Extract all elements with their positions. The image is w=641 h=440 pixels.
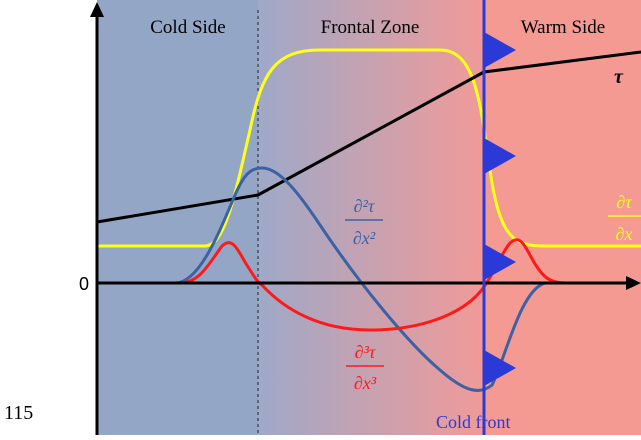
cold-front-triangle-icon bbox=[484, 350, 516, 386]
tau-curve bbox=[96, 50, 641, 224]
third-derivative-numerator: ∂³τ bbox=[355, 342, 376, 362]
third-derivative-label: ∂³τ ∂x³ bbox=[346, 342, 384, 393]
third-derivative-curve bbox=[165, 238, 580, 332]
cold-front-triangle-icon bbox=[484, 32, 516, 68]
first-derivative-denominator: ∂x bbox=[616, 224, 633, 244]
cold-front-triangle-icon bbox=[484, 138, 516, 174]
warm-side-label: Warm Side bbox=[521, 17, 605, 38]
cold-side-label: Cold Side bbox=[150, 17, 225, 38]
first-derivative-numerator: ∂τ bbox=[616, 192, 632, 212]
second-derivative-numerator: ∂²τ bbox=[354, 196, 375, 216]
cold-front-triangle-icon bbox=[484, 244, 516, 280]
third-derivative-denominator: ∂x³ bbox=[354, 373, 377, 393]
frontal-zone-region bbox=[258, 0, 484, 435]
y-axis-arrow-icon bbox=[90, 2, 104, 17]
second-derivative-denominator: ∂x² bbox=[353, 228, 376, 248]
page-number: 115 bbox=[4, 402, 34, 424]
frontal-zone-label: Frontal Zone bbox=[321, 17, 420, 38]
tau-label: τ bbox=[614, 66, 624, 88]
cold-front-label: Cold front bbox=[436, 412, 511, 432]
first-derivative-label: ∂τ ∂x bbox=[608, 192, 641, 244]
zero-label: 0 bbox=[79, 274, 89, 294]
x-axis-arrow-icon bbox=[626, 276, 641, 290]
warm-side-region bbox=[484, 0, 641, 435]
second-derivative-label: ∂²τ ∂x² bbox=[345, 196, 383, 248]
